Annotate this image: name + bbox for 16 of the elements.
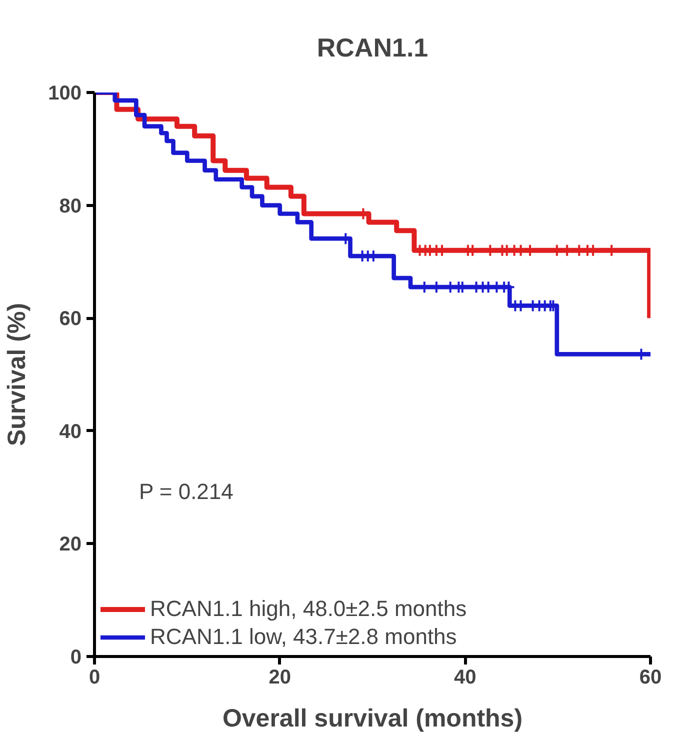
- x-axis-title: Overall survival (months): [222, 704, 523, 732]
- x-tick-label: 0: [88, 666, 100, 688]
- y-tick-label: 100: [48, 82, 82, 104]
- x-tick-label: 20: [268, 666, 291, 688]
- y-tick-label: 60: [59, 308, 82, 330]
- y-tick-label: 40: [59, 420, 82, 443]
- y-axis-title: Survival (%): [3, 302, 32, 446]
- chart-title: RCAN1.1: [316, 32, 428, 62]
- y-tick-label: 80: [59, 195, 82, 218]
- x-tick-label: 40: [454, 666, 476, 688]
- y-tick-label: 20: [59, 534, 82, 556]
- y-tick-label: 0: [70, 646, 82, 668]
- x-tick-label: 60: [639, 666, 662, 688]
- legend-label: RCAN1.1 high, 48.0±2.5 months: [150, 596, 467, 622]
- legend-label: RCAN1.1 low, 43.7±2.8 months: [150, 624, 457, 650]
- annotation: P = 0.214: [138, 479, 234, 504]
